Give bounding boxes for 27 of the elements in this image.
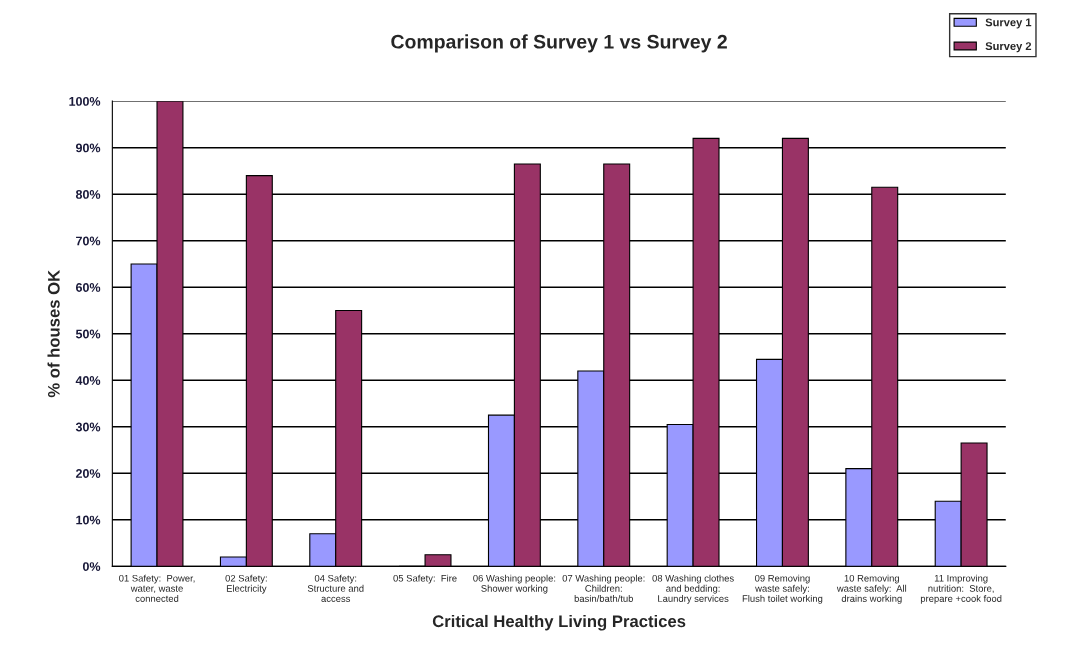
x-tick-label: 09 Removing waste safely: Flush toilet working [742, 574, 823, 604]
y-tick-label: 80% [75, 190, 101, 199]
y-tick-label: 100% [69, 96, 101, 106]
y-axis-title: % of houses OK [47, 270, 60, 398]
y-tick-label: 30% [75, 422, 101, 432]
x-tick-label: 01 Safety: Power, water, waste connected [119, 574, 195, 602]
y-tick-label: 60% [75, 283, 101, 292]
x-tick-label: 04 Safety: Structure and access [307, 574, 364, 602]
x-tick-label: 11 Improving nutrition: Store, prepare +cook food [920, 574, 1002, 604]
x-axis-title: Critical Healthy Living Practices [432, 614, 686, 631]
x-tick-label: 08 Washing clothes and bedding: Laundry services [652, 574, 734, 604]
legend-label: Survey 2 [985, 42, 1032, 53]
y-tick-label: 10% [76, 515, 101, 525]
x-tick-label: 07 Washing people: Children: basin/bath/tub [562, 574, 645, 602]
legend-label: Survey 1 [985, 18, 1032, 29]
x-tick-label: 02 Safety: Electricity [225, 574, 267, 594]
x-tick-label: 10 Removing waste safely: All drains working [836, 574, 907, 604]
bar [424, 554, 452, 567]
y-tick-label: 20% [75, 469, 101, 478]
chart-title: Comparison of Survey 1 vs Survey 2 [391, 34, 727, 53]
x-tick-label: 05 Safety: Fire [393, 574, 457, 584]
y-tick-label: 50% [75, 329, 101, 339]
y-tick-label: 40% [75, 376, 101, 385]
y-tick-label: 90% [75, 143, 101, 153]
y-tick-label: 0% [82, 562, 101, 571]
y-tick-label: 70% [76, 236, 101, 246]
x-tick-label: 06 Washing people: Shower working [473, 574, 556, 594]
